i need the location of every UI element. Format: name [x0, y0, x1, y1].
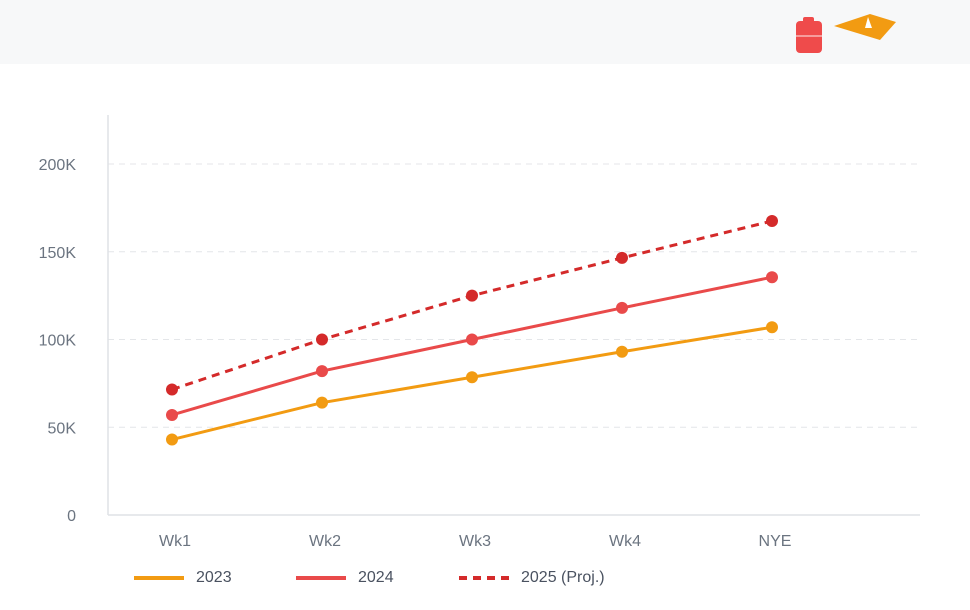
data-point[interactable] [466, 289, 478, 302]
x-tick-label: Wk1 [159, 533, 191, 550]
y-tick-labels: 0 50K 100K 150K 200K [39, 157, 77, 525]
data-point[interactable] [616, 345, 628, 358]
x-tick-label: NYE [759, 533, 792, 550]
legend-swatch [134, 576, 184, 580]
data-point[interactable] [616, 301, 628, 314]
y-tick-label: 150K [39, 245, 77, 262]
y-tick-label: 100K [39, 333, 77, 350]
top-toolbar [0, 0, 970, 64]
legend-label: 2023 [196, 569, 232, 586]
compass-icon[interactable] [832, 13, 898, 41]
data-point[interactable] [166, 433, 178, 446]
legend-swatch [296, 576, 346, 580]
data-point[interactable] [766, 271, 778, 284]
series-line-2 [171, 219, 773, 391]
legend: 2023 2024 2025 (Proj.) [0, 566, 970, 592]
legend-label: 2025 (Proj.) [521, 569, 605, 586]
axes [107, 115, 920, 516]
data-point[interactable] [466, 371, 478, 384]
y-tick-label: 200K [39, 157, 77, 174]
data-point[interactable] [316, 396, 328, 409]
data-point[interactable] [166, 408, 178, 421]
line-chart: 0 50K 100K 150K 200K Wk1 Wk2 Wk3 Wk4 NYE [39, 115, 920, 550]
series-layer [166, 215, 778, 446]
legend-item[interactable]: 2025 (Proj.) [459, 566, 605, 590]
legend-item[interactable]: 2023 [134, 566, 232, 590]
grid-lines [108, 163, 920, 428]
data-point[interactable] [316, 333, 328, 346]
y-tick-label: 0 [67, 508, 76, 525]
data-point[interactable] [766, 215, 778, 228]
data-point[interactable] [766, 321, 778, 334]
data-point[interactable] [166, 383, 178, 396]
x-tick-labels: Wk1 Wk2 Wk3 Wk4 NYE [159, 533, 791, 550]
data-point[interactable] [316, 365, 328, 378]
data-point[interactable] [616, 251, 628, 264]
x-tick-label: Wk4 [609, 533, 641, 550]
data-point[interactable] [466, 333, 478, 346]
x-tick-label: Wk3 [459, 533, 491, 550]
battery-icon[interactable] [793, 14, 825, 54]
x-tick-label: Wk2 [309, 533, 341, 550]
y-tick-label: 50K [48, 420, 77, 437]
legend-item[interactable]: 2024 [296, 566, 394, 590]
legend-label: 2024 [358, 569, 394, 586]
legend-swatch [459, 576, 509, 580]
